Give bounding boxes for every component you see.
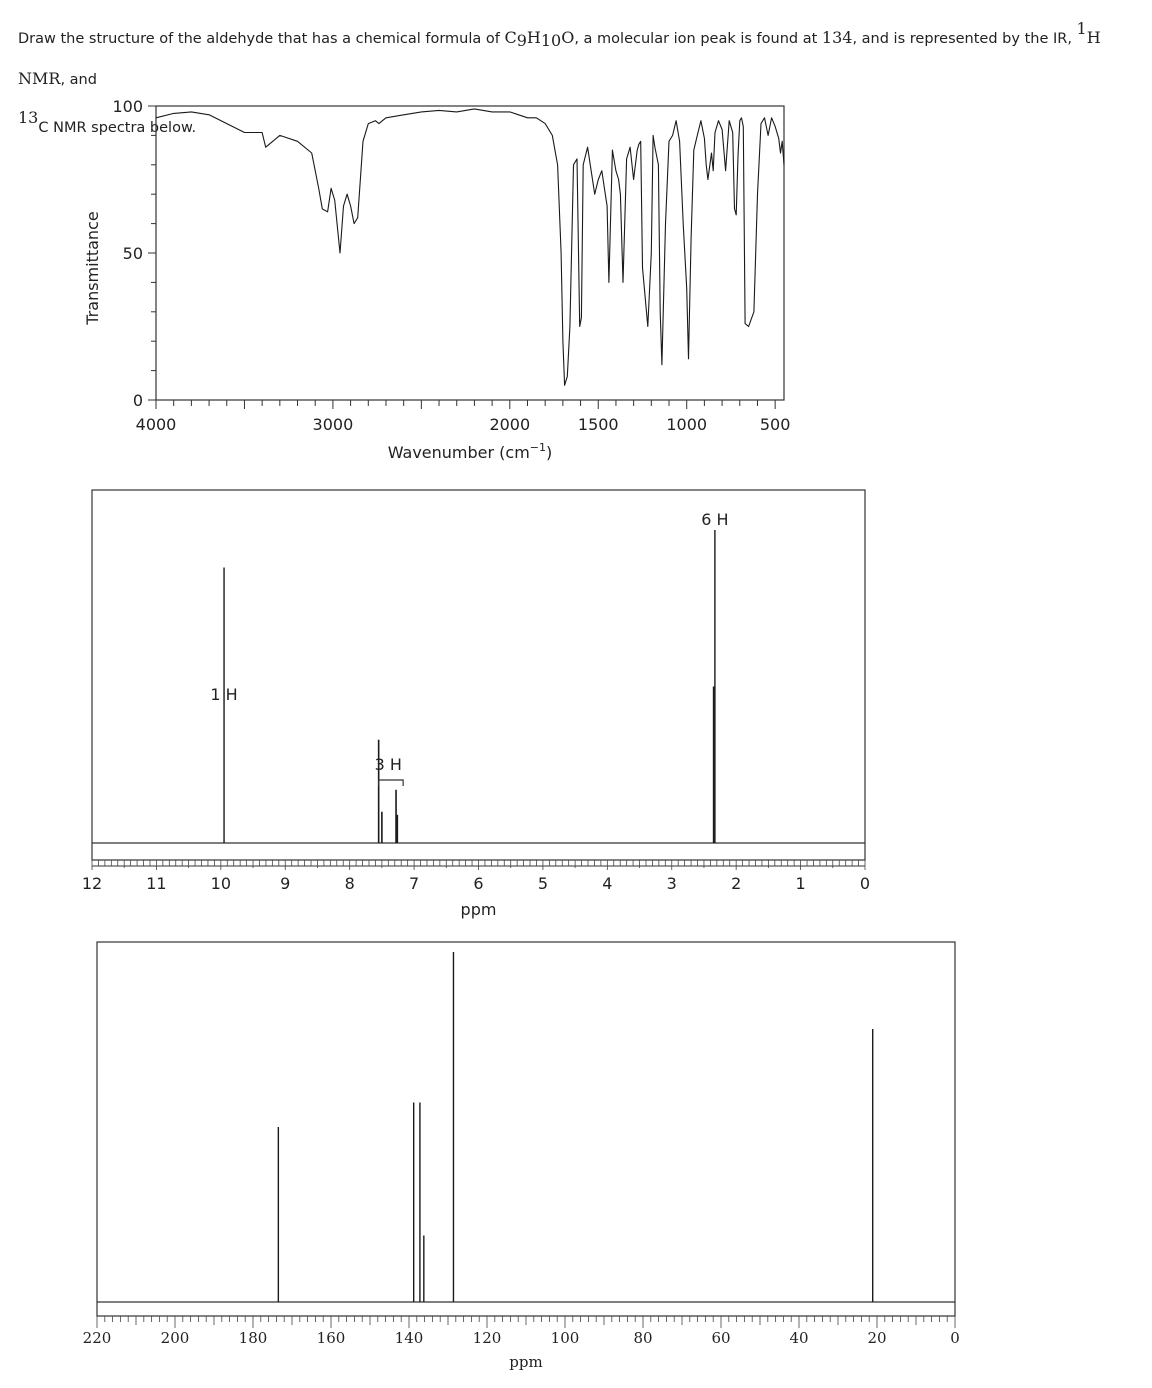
c13-x-tick-label: 0 <box>950 1329 960 1347</box>
h1-x-tick-label: 5 <box>538 874 548 893</box>
c13-x-tick-label: 80 <box>633 1329 652 1347</box>
h1-integral-label: 1 H <box>210 685 237 704</box>
question-part-1: Draw the structure of the aldehyde that … <box>18 31 505 47</box>
ir-y-tick-label: 0 <box>133 391 143 410</box>
h1-x-tick-label: 4 <box>602 874 612 893</box>
h1-x-tick-label: 12 <box>82 874 102 893</box>
ir-x-tick-label: 4000 <box>136 415 177 434</box>
c13-x-tick-label: 160 <box>317 1329 346 1347</box>
formula-c: C <box>504 28 517 47</box>
h1-x-tick-label: 6 <box>473 874 483 893</box>
c13-x-tick-label: 180 <box>239 1329 268 1347</box>
formula-h: H <box>526 28 541 47</box>
formula-c-count: 9 <box>516 31 527 50</box>
h1-x-tick-label: 8 <box>345 874 355 893</box>
c13-x-tick-label: 120 <box>473 1329 502 1347</box>
h-nmr-label: H NMR <box>18 28 1101 88</box>
c13-x-tick-label: 20 <box>867 1329 886 1347</box>
c13-x-axis-label: ppm <box>509 1353 542 1371</box>
question-part-2: , a molecular ion peak is found at <box>574 31 822 47</box>
ir-x-tick-label: 2000 <box>489 415 530 434</box>
h1-x-tick-label: 9 <box>280 874 290 893</box>
c13-x-tick-label: 200 <box>161 1329 190 1347</box>
c13-x-tick-label: 220 <box>83 1329 112 1347</box>
h1-x-tick-label: 11 <box>146 874 166 893</box>
c13-x-tick-label: 60 <box>711 1329 730 1347</box>
c13-x-tick-label: 40 <box>789 1329 808 1347</box>
superscript-13: 13 <box>18 108 39 127</box>
h1-integral-bracket <box>378 779 404 786</box>
h1-x-tick-label: 2 <box>731 874 741 893</box>
ir-x-axis-label-text: Wavenumber (cm <box>388 443 530 462</box>
ir-x-axis-label-close: ) <box>546 443 552 462</box>
h1-x-axis-label: ppm <box>461 900 497 919</box>
question-part-4: , and <box>60 72 97 88</box>
h1-x-tick-label: 1 <box>795 874 805 893</box>
c13-x-tick-label: 100 <box>551 1329 580 1347</box>
ir-x-tick-label: 500 <box>760 415 791 434</box>
h1-integral-label: 3 H <box>375 755 402 774</box>
ir-x-tick-label: 1000 <box>666 415 707 434</box>
ir-x-axis-label: Wavenumber (cm−1) <box>388 441 553 462</box>
question-text: Draw the structure of the aldehyde that … <box>18 10 1138 147</box>
h1-x-tick-label: 10 <box>211 874 231 893</box>
h1-x-tick-label: 0 <box>860 874 870 893</box>
c13-plot-frame <box>96 941 956 1317</box>
molecular-ion-value: 134 <box>821 28 853 47</box>
ir-x-axis-label-sup: −1 <box>530 441 546 454</box>
h1-integral-label: 6 H <box>701 510 728 529</box>
ir-x-tick-label: 1500 <box>578 415 619 434</box>
question-part-3: , and is represented by the IR, <box>852 31 1077 47</box>
ir-x-tick-label: 3000 <box>313 415 354 434</box>
superscript-1: 1 <box>1076 19 1087 38</box>
h1-plot-frame <box>91 489 866 861</box>
formula-h-count: 10 <box>540 31 562 50</box>
ir-trace <box>155 108 785 386</box>
ir-y-tick-label: 50 <box>123 244 143 263</box>
ir-y-axis-label: Transmittance <box>83 211 102 325</box>
h1-x-tick-label: 3 <box>667 874 677 893</box>
h1-x-tick-label: 7 <box>409 874 419 893</box>
c13-x-tick-label: 140 <box>395 1329 424 1347</box>
ir-y-tick-label: 100 <box>112 97 143 116</box>
formula-o: O <box>561 28 575 47</box>
ir-spectrum-chart: 0 50 100 4000 3000 2000 1500 1000 500 Wavenumber … <box>83 97 790 462</box>
question-part-5: C NMR spectra below. <box>38 120 197 136</box>
ir-plot-frame <box>155 105 785 401</box>
